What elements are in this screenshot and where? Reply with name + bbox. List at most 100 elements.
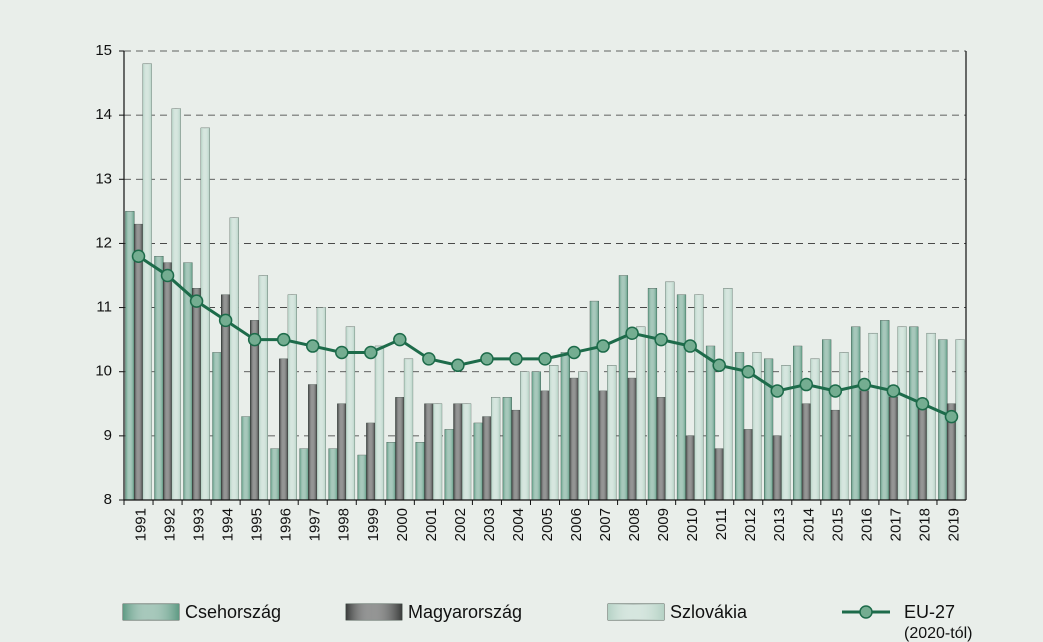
legend-shine — [346, 604, 402, 620]
marker — [915, 397, 930, 411]
bar — [781, 365, 791, 501]
y-tick-label: 15 — [95, 42, 112, 59]
x-tick-label: 2008 — [626, 508, 643, 541]
bar — [714, 448, 724, 501]
marker — [625, 326, 639, 340]
bar — [270, 448, 280, 501]
x-tick-label: 2019 — [945, 508, 962, 541]
bar — [665, 281, 675, 501]
bar — [598, 390, 608, 501]
bar — [374, 345, 385, 501]
bar — [511, 409, 521, 501]
marker — [422, 352, 436, 366]
bar — [386, 442, 396, 501]
bar — [142, 63, 152, 501]
marker — [451, 358, 465, 373]
marker — [218, 313, 233, 328]
marker — [160, 268, 175, 283]
x-tick-label: 2012 — [742, 508, 759, 541]
bar — [415, 442, 425, 501]
bar — [772, 435, 782, 501]
x-tick-label: 2002 — [452, 508, 469, 541]
bar — [366, 422, 376, 501]
bar — [473, 422, 483, 501]
x-tick-label: 2015 — [829, 508, 846, 541]
marker — [276, 332, 291, 347]
marker — [857, 377, 872, 392]
bar — [578, 371, 588, 501]
bar — [694, 294, 704, 501]
bar — [607, 365, 617, 501]
bar — [200, 127, 210, 501]
bar — [676, 294, 687, 501]
x-tick-label: 1995 — [249, 508, 266, 541]
bar — [299, 448, 309, 501]
bar — [801, 403, 811, 501]
bar — [540, 390, 550, 501]
x-tick-label: 1999 — [365, 508, 382, 541]
bar — [830, 409, 840, 501]
bar — [403, 358, 414, 501]
marker — [538, 352, 552, 366]
bar — [258, 275, 268, 501]
bar — [520, 371, 530, 501]
marker — [567, 345, 581, 360]
bar — [685, 435, 695, 501]
legend-label: EU-27 — [904, 602, 955, 622]
y-tick-label: 9 — [104, 427, 112, 444]
marker — [596, 339, 610, 353]
marker — [770, 384, 785, 398]
x-tick-label: 1994 — [220, 508, 237, 541]
x-tick-label: 1998 — [336, 508, 353, 541]
y-tick-label: 13 — [95, 170, 112, 187]
x-tick-label: 2004 — [510, 508, 527, 541]
bar — [241, 416, 251, 501]
x-tick-label: 2010 — [684, 508, 701, 541]
marker — [828, 384, 843, 398]
bar — [453, 403, 463, 501]
bar — [810, 358, 820, 501]
bar — [647, 288, 658, 501]
bar — [212, 352, 222, 501]
bar — [569, 377, 579, 501]
bar — [851, 326, 861, 501]
bar — [328, 448, 338, 501]
bar — [395, 397, 405, 501]
bar — [482, 416, 492, 501]
bar — [888, 397, 899, 501]
bar — [549, 365, 559, 501]
bar — [357, 454, 367, 501]
bar — [531, 371, 541, 501]
bar — [926, 332, 936, 501]
marker — [683, 339, 697, 353]
bar — [560, 352, 570, 501]
legend-marker — [859, 605, 873, 619]
bar — [279, 358, 289, 501]
y-tick-label: 11 — [96, 299, 112, 316]
marker — [944, 409, 959, 424]
y-tick-label: 8 — [104, 491, 112, 508]
bar — [316, 307, 326, 501]
marker — [741, 364, 755, 379]
bar — [627, 377, 637, 501]
x-tick-label: 2007 — [597, 508, 614, 541]
bar — [162, 262, 173, 501]
bar — [191, 288, 202, 501]
x-tick-label: 1991 — [132, 508, 149, 541]
y-tick-label: 14 — [95, 106, 112, 123]
x-tick-label: 2013 — [771, 508, 788, 541]
x-tick-label: 2014 — [800, 508, 817, 541]
marker — [886, 384, 901, 398]
bar — [859, 390, 869, 501]
marker — [480, 352, 494, 366]
bar — [589, 300, 599, 501]
bar — [868, 332, 878, 501]
marker — [364, 345, 378, 360]
x-tick-label: 2000 — [394, 508, 411, 541]
bar — [461, 403, 472, 501]
bar — [250, 320, 260, 501]
bar — [917, 403, 928, 501]
x-tick-label: 2011 — [713, 508, 730, 540]
bar — [133, 223, 144, 501]
